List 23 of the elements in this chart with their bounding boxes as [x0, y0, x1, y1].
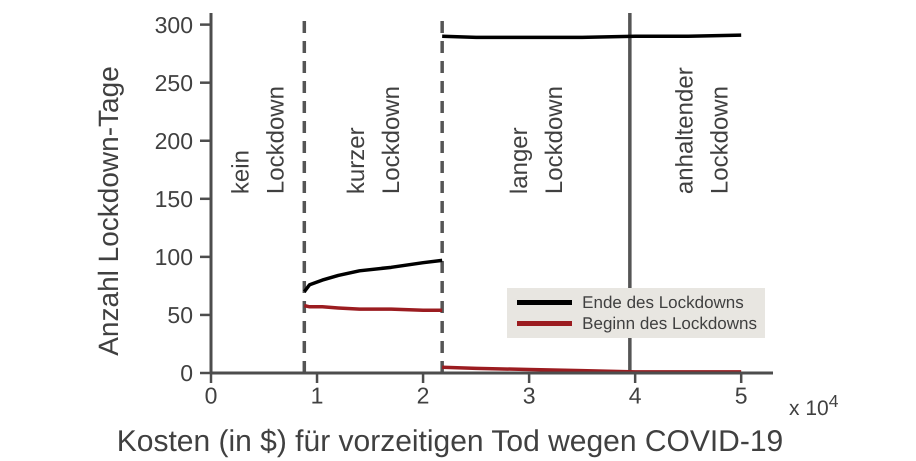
text: x 10$^{4}$	[789, 390, 838, 422]
y-tick-label: 250	[154, 70, 193, 96]
legend-label: Beginn des Lockdowns	[582, 313, 757, 334]
x-tick-label: 4	[628, 382, 642, 408]
x-tick-label: 0	[204, 382, 218, 408]
y-tick-label: 300	[154, 12, 193, 38]
y-tick-label: 200	[154, 128, 193, 154]
annotation: kurzer Lockdown	[343, 86, 406, 194]
y-tick-label: 150	[154, 186, 193, 212]
line-series	[302, 258, 444, 294]
x-tick-label: 1	[310, 382, 324, 408]
y-axis-title: Anzahl Lockdown-Tage	[92, 66, 124, 356]
x-tick-label: 3	[522, 382, 536, 408]
legend-label: Ende des Lockdowns	[582, 292, 744, 313]
y-tick-label: 100	[154, 244, 193, 270]
x-axis-title: Kosten (in $) für vorzeitigen Tod wegen COVID-19	[116, 425, 784, 458]
y-tick-label: 50	[167, 302, 193, 328]
x-tick-label: 5	[734, 382, 748, 408]
annotation: langer Lockdown	[506, 86, 568, 194]
y-tick-label: 0	[180, 360, 193, 386]
annotation: kein Lockdown	[228, 86, 290, 194]
x-tick-label: 2	[416, 382, 430, 408]
annotation: anhaltender Lockdown	[671, 67, 734, 194]
